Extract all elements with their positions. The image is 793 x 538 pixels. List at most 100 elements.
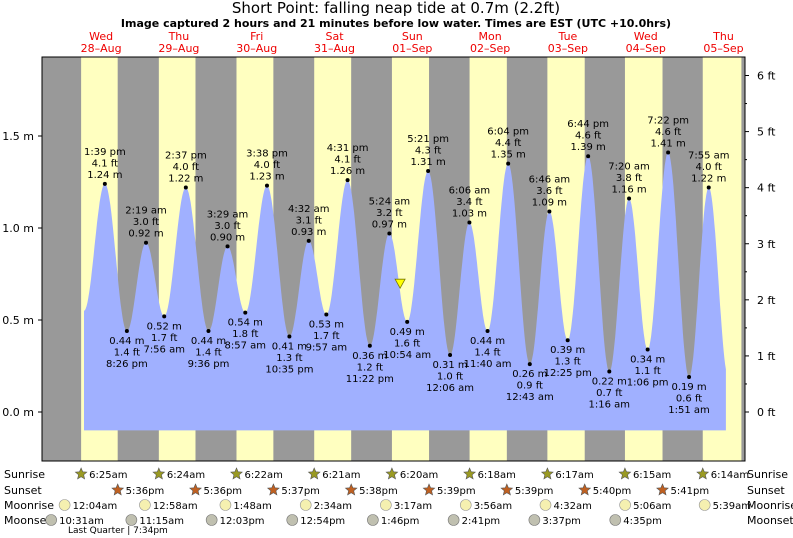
moonrise-time: 5:06am — [633, 501, 671, 512]
low-tide-label: 0.9 ft — [517, 381, 543, 392]
high-tide-label: 4.6 ft — [655, 127, 681, 138]
low-tide-label: 0.6 ft — [676, 394, 702, 405]
low-tide-label: 1.8 ft — [232, 329, 258, 340]
high-tide-label: 7:22 pm — [647, 116, 689, 127]
moonrise-icon — [698, 499, 711, 511]
sunset-icon — [500, 483, 514, 496]
high-tide-label: 3.0 ft — [133, 217, 159, 228]
low-tide-point — [485, 329, 490, 334]
day-name: Fri — [250, 30, 263, 43]
high-tide-point — [506, 161, 511, 166]
high-tide-label: 1:39 pm — [84, 147, 126, 158]
day-date: 28–Aug — [81, 42, 122, 55]
low-tide-label: 10:54 am — [383, 350, 431, 361]
high-tide-label: 4.0 ft — [254, 160, 280, 171]
high-tide-point — [306, 238, 311, 243]
moonset-time: 2:41pm — [462, 516, 501, 527]
moonrise-icon — [219, 499, 232, 511]
sunset-time: 5:39pm — [515, 486, 554, 497]
day-date: 03–Sep — [548, 42, 588, 55]
day-date: 05–Sep — [703, 42, 743, 55]
low-tide-label: 9:57 am — [306, 342, 348, 353]
sunset-icon — [189, 483, 202, 496]
high-tide-label: 3.2 ft — [376, 208, 402, 219]
tide-area — [84, 152, 726, 431]
low-tide-label: 1:06 pm — [627, 377, 669, 388]
moonrise-time: 2:34am — [314, 501, 352, 512]
day-name: Mon — [479, 30, 502, 43]
low-tide-point — [645, 347, 650, 352]
right-tick-label: 2 ft — [757, 294, 776, 307]
high-tide-label: 1.39 m — [571, 142, 606, 153]
sunrise-time: 6:22am — [244, 470, 282, 481]
sunset-time: 5:38pm — [359, 486, 398, 497]
sunrise-icon — [540, 467, 554, 480]
sunrise-icon — [618, 467, 632, 480]
day-name: Thu — [712, 30, 734, 43]
moonset-icon — [528, 514, 541, 526]
moonrise-time: 5:39am — [713, 501, 751, 512]
low-tide-label: 0.41 m — [272, 342, 307, 353]
low-tide-label: 0.34 m — [630, 354, 665, 365]
low-tide-label: 0.39 m — [550, 345, 585, 356]
moonrise-icon — [58, 499, 71, 511]
high-tide-point — [102, 181, 107, 186]
low-tide-point — [243, 310, 248, 315]
sunrise-time: 6:14am — [711, 470, 749, 481]
moonset-time: 12:54pm — [300, 516, 345, 527]
sunset-icon — [344, 483, 358, 496]
high-tide-label: 3.1 ft — [296, 215, 322, 226]
high-tide-label: 4.1 ft — [334, 155, 360, 166]
tide-curve-area — [84, 152, 726, 431]
moonrise-time: 3:56am — [474, 501, 512, 512]
low-tide-point — [527, 362, 532, 367]
low-tide-label: 0.31 m — [432, 360, 467, 371]
high-tide-label: 4.1 ft — [92, 158, 118, 169]
moonset-label: Moonset — [747, 514, 793, 527]
low-tide-label: 7:56 am — [143, 344, 185, 355]
high-tide-label: 7:55 am — [688, 151, 730, 162]
sunrise-time: 6:15am — [633, 470, 671, 481]
plot-border — [41, 56, 746, 462]
high-tide-label: 2:19 am — [125, 206, 167, 217]
high-tide-label: 1.24 m — [87, 170, 122, 181]
sunset-time: 5:41pm — [671, 486, 710, 497]
day-date: 02–Sep — [470, 42, 510, 55]
sun-moon-rows: Sunrise Sunset Moonrise Moonset Sunrise Sunse… — [4, 467, 793, 536]
high-tide-label: 2:37 pm — [165, 151, 207, 162]
high-tide-label: 1.22 m — [168, 174, 203, 185]
low-tide-label: 1:51 am — [668, 405, 710, 416]
high-tide-point — [706, 185, 711, 190]
low-tide-point — [607, 369, 612, 374]
high-tide-label: 4.0 ft — [696, 162, 722, 173]
high-tide-point — [666, 150, 671, 155]
low-tide-label: 1.3 ft — [276, 353, 302, 364]
day-name: Sun — [402, 30, 423, 43]
plot-frame — [41, 56, 746, 462]
high-tide-point — [627, 196, 632, 201]
moonset-time: 10:31am — [59, 516, 104, 527]
sunrise-icon — [307, 467, 321, 480]
right-tick-label: 4 ft — [757, 182, 776, 195]
sunrise-icon — [230, 467, 243, 480]
right-tick-label: 5 ft — [757, 126, 776, 139]
day-date: 29–Aug — [158, 42, 199, 55]
sunset-icon — [422, 483, 436, 496]
high-tide-label: 3.6 ft — [536, 186, 562, 197]
low-tide-label: 12:43 am — [506, 392, 554, 403]
low-tide-label: 0.52 m — [147, 321, 182, 332]
low-tide-label: 1.4 ft — [474, 348, 500, 359]
moonset-time: 4:35pm — [623, 516, 662, 527]
low-tide-label: 1.3 ft — [555, 357, 581, 368]
sunrise-label: Sunrise — [747, 468, 788, 481]
moonset-icon — [286, 514, 299, 526]
moonset-label: Moonset — [4, 514, 51, 527]
sunset-label: Sunset — [4, 484, 42, 497]
low-tide-label: 0.53 m — [309, 319, 344, 330]
moonrise-time: 1:48am — [233, 501, 271, 512]
day-name: Thu — [168, 30, 190, 43]
high-tide-label: 4:32 am — [288, 204, 330, 215]
high-tide-point — [387, 231, 392, 236]
day-date: 01–Sep — [392, 42, 432, 55]
left-tick-label: 0.5 m — [2, 314, 34, 327]
